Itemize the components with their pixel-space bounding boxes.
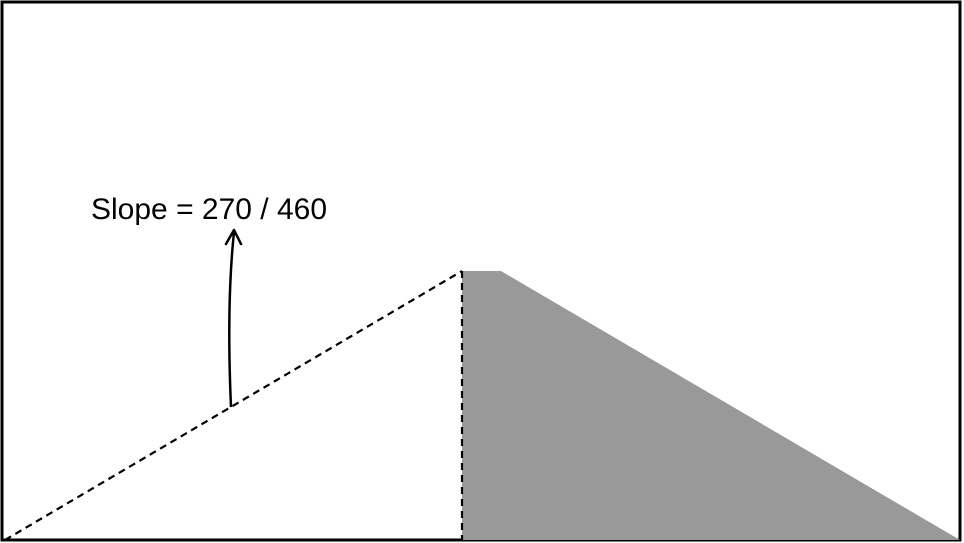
dashed-hypotenuse (4, 270, 463, 541)
shaded-slope-region (462, 271, 960, 540)
slope-label: Slope = 270 / 460 (91, 193, 328, 226)
curved-up-arrow-icon (224, 228, 243, 408)
